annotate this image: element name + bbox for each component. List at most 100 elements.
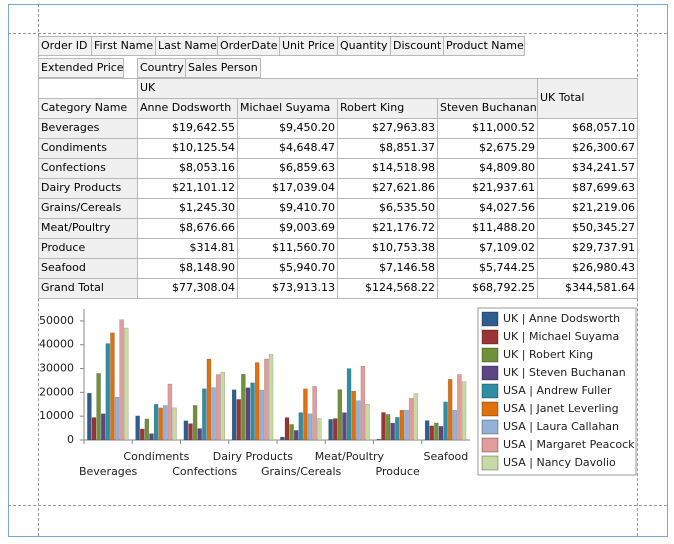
y-tick-label: 40000 [39,338,74,351]
value-cell: $50,345.27 [537,218,638,239]
value-cell: $8,676.66 [137,218,238,239]
legend-label: USA | Margaret Peacock [503,438,635,451]
row-header: Grains/Cereals [38,198,138,219]
legend-label: USA | Laura Callahan [503,420,619,433]
bar [447,379,453,441]
bar [307,413,313,441]
filter-field[interactable]: Unit Price [279,36,338,56]
value-cell: $11,488.20 [437,218,538,239]
bar [119,319,124,441]
legend-label: USA | Nancy Davolio [503,456,616,469]
row-header: Beverages [38,118,138,139]
bar [100,413,106,441]
value-cell: $4,809.80 [437,158,538,179]
bar [139,428,145,441]
value-cell: $10,125.54 [137,138,238,159]
value-cell: $124,568.22 [337,278,438,299]
bar [461,381,467,441]
column-field[interactable]: Country [137,58,186,78]
value-cell: $6,535.50 [337,198,438,219]
bar [124,327,129,441]
x-tick-label: Beverages [79,465,138,478]
value-cell: $4,648.47 [237,138,338,159]
value-cell: $27,621.86 [337,178,438,199]
legend-label: USA | Andrew Fuller [503,384,612,397]
x-tick-label: Grains/Cereals [261,465,342,478]
bar [289,424,294,441]
legend-swatch [481,383,499,399]
value-cell: $21,176.72 [337,218,438,239]
bar [429,425,434,441]
filter-field[interactable]: Order ID [38,36,92,56]
row-field[interactable]: Category Name [38,98,138,119]
legend-swatch [481,455,499,471]
value-cell: $73,913.13 [237,278,338,299]
value-cell: $7,146.58 [337,258,438,279]
legend-swatch [481,401,499,417]
bar [183,420,189,441]
bar [236,399,241,441]
bar [328,419,333,441]
bar [96,373,101,441]
bar [360,365,366,441]
bar [424,420,430,441]
bar [312,386,317,441]
y-tick-label: 20000 [39,385,74,398]
legend-swatch [481,311,499,327]
bar [192,405,198,441]
legend-label: UK | Steven Buchanan [503,366,626,379]
filter-field[interactable]: Last Name [155,36,218,56]
x-tick-label: Dairy Products [213,450,294,463]
value-cell: $7,109.02 [437,238,538,259]
bar [105,343,111,441]
value-cell: $9,450.20 [237,118,338,139]
column-header: UK [137,78,538,99]
value-cell: $2,675.29 [437,138,538,159]
x-tick-label: Seafood [423,450,468,463]
bar [298,412,304,441]
value-cell: $21,219.06 [537,198,638,219]
filter-field[interactable]: Quantity [337,36,391,56]
legend-swatch [481,329,499,345]
filter-field[interactable]: Product Name [443,36,525,56]
value-cell: $21,101.12 [137,178,238,199]
bar [457,374,462,441]
bar [443,401,448,441]
bar [356,400,361,441]
bar [144,418,150,441]
column-header: Steven Buchanan [437,98,538,119]
margin-guide [8,33,667,34]
bar [390,422,395,441]
bar [376,439,382,441]
legend-label: UK | Anne Dodsworth [503,312,620,325]
bar [87,392,92,441]
x-tick-label: Meat/Poultry [315,450,385,463]
bar [365,404,370,441]
column-header: Robert King [337,98,438,119]
column-header: Michael Suyama [237,98,338,119]
bar [404,409,409,441]
legend-swatch [481,347,499,363]
value-cell: $87,699.63 [537,178,638,199]
bar [332,418,338,441]
data-field[interactable]: Extended Price [38,58,124,78]
page-frame [8,4,668,537]
filter-field[interactable]: First Name [91,36,156,56]
filter-field[interactable]: Discount [390,36,444,56]
value-cell: $77,308.04 [137,278,238,299]
bar [241,373,246,441]
filter-field[interactable]: OrderDate [217,36,280,56]
bar [197,428,202,441]
y-tick-label: 10000 [39,409,74,422]
value-cell: $11,560.70 [237,238,338,259]
value-cell: $8,851.37 [337,138,438,159]
column-field[interactable]: Sales Person [185,58,261,78]
x-tick-label: Produce [376,465,420,478]
value-cell: $314.81 [137,238,238,259]
row-header: Meat/Poultry [38,218,138,239]
bar [399,409,405,441]
value-cell: $344,581.64 [537,278,638,299]
bar [149,433,154,441]
bar [337,389,343,441]
